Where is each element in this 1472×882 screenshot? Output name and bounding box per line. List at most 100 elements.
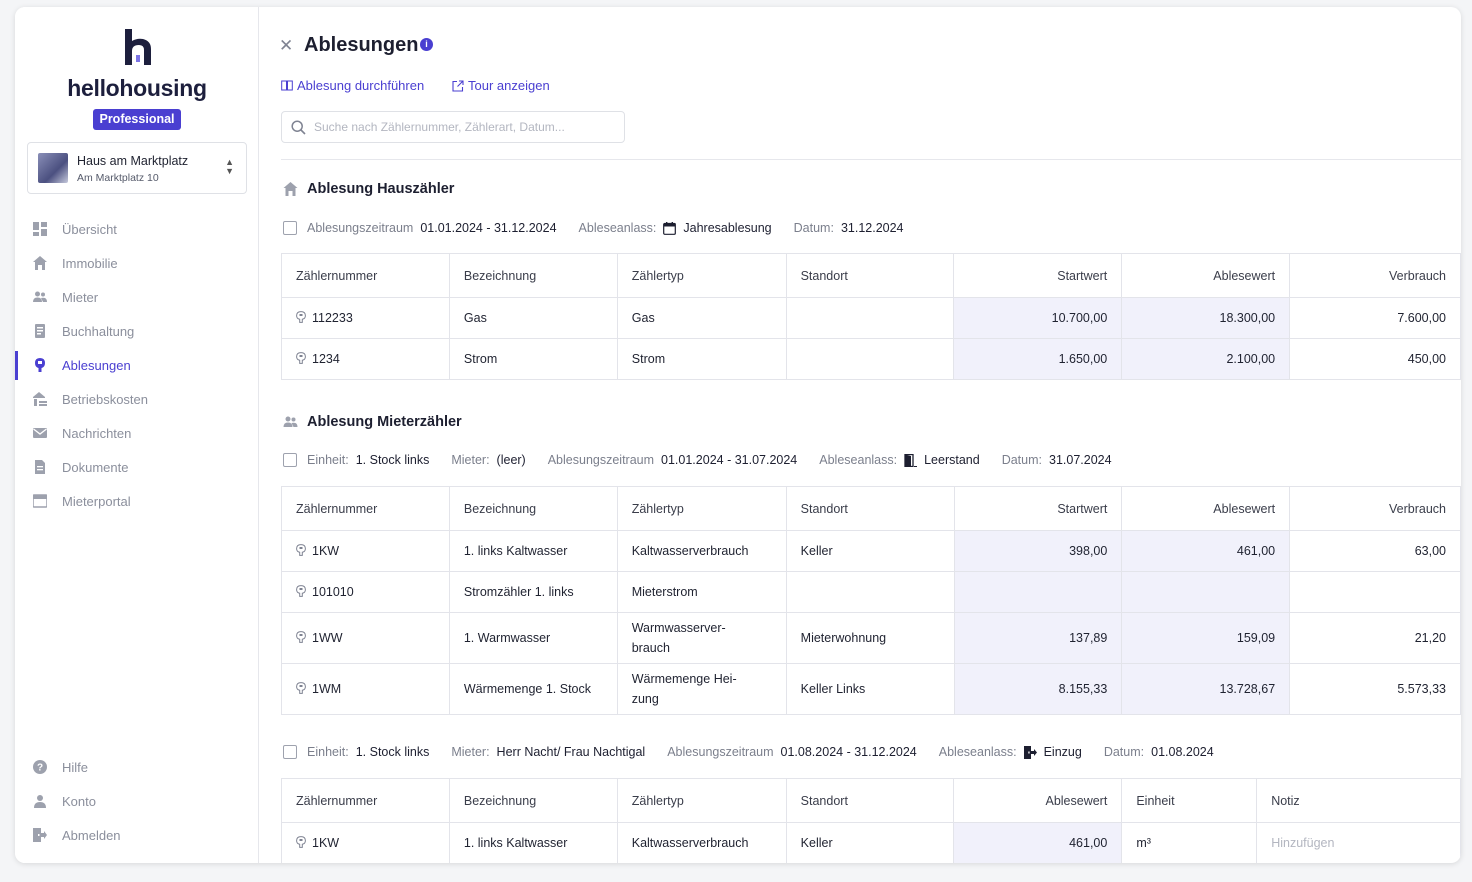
calendar-icon <box>663 221 677 235</box>
svg-text:?: ? <box>37 763 43 774</box>
reading-value-cell[interactable]: 18.300,00 <box>1121 297 1291 339</box>
sidebar-item-accounting[interactable]: Buchhaltung <box>15 314 258 348</box>
column-header[interactable]: Einheit <box>1121 778 1258 823</box>
search-input[interactable] <box>314 116 614 138</box>
column-header[interactable]: Bezeichnung <box>448 778 618 823</box>
sidebar-item-tenants[interactable]: Mieter <box>15 280 258 314</box>
sidebar-item-logout[interactable]: Abmelden <box>15 818 258 852</box>
reason-label: Ableseanlass: <box>819 453 898 467</box>
column-header[interactable]: Zählertyp <box>616 486 787 531</box>
sidebar-item-messages[interactable]: Nachrichten <box>15 416 258 450</box>
location-cell: Mieterwohnung <box>785 612 955 664</box>
meter-pin-icon <box>296 544 306 556</box>
table-row[interactable]: 1234 Strom Strom 1.650,00 2.100,00 450,0… <box>281 338 1461 380</box>
type-cell: Wärmemenge Hei-zung <box>616 663 787 715</box>
column-header[interactable]: Bezeichnung <box>448 486 618 531</box>
account-icon <box>33 794 47 808</box>
tenant-meters-table: Zählernummer Bezeichnung Zählertyp Stand… <box>281 486 1461 715</box>
table-row[interactable]: 1WM Wärmemenge 1. Stock Wärmemenge Hei-z… <box>281 663 1461 715</box>
column-header[interactable]: Standort <box>785 486 955 531</box>
sidebar-item-documents[interactable]: Dokumente <box>15 450 258 484</box>
unit-label: Einheit: <box>307 745 349 759</box>
start-value-cell[interactable]: 8.155,33 <box>953 663 1123 715</box>
sidebar-item-label: Betriebskosten <box>62 391 148 407</box>
reading-value-cell[interactable] <box>1121 571 1291 613</box>
column-header[interactable]: Startwert <box>953 253 1123 298</box>
sidebar-item-operating-costs[interactable]: Betriebskosten <box>15 382 258 416</box>
table-row[interactable]: 112233 Gas Gas 10.700,00 18.300,00 7.600… <box>281 297 1461 339</box>
close-icon[interactable]: ✕ <box>279 36 294 55</box>
property-thumbnail <box>38 153 68 183</box>
meter-pin-icon <box>296 311 306 323</box>
label-cell: 1. Warmwasser <box>448 612 618 664</box>
column-header[interactable]: Zählertyp <box>616 778 787 823</box>
column-header[interactable]: Zählernummer <box>281 778 450 823</box>
column-header[interactable]: Zählertyp <box>616 253 787 298</box>
tenant2-select-checkbox[interactable] <box>283 745 297 759</box>
search-icon <box>291 120 306 135</box>
period-label: Ablesungszeitraum <box>547 453 655 467</box>
column-header[interactable]: Zählernummer <box>281 253 450 298</box>
location-cell: Keller Links <box>785 663 955 715</box>
start-value-cell[interactable]: 1.650,00 <box>953 338 1123 380</box>
column-header[interactable]: Ablesewert <box>1121 486 1291 531</box>
sidebar-item-help[interactable]: ? Hilfe <box>15 750 258 784</box>
table-row[interactable]: 101010 Stromzähler 1. links Mieterstrom <box>281 571 1461 613</box>
usage-cell: 450,00 <box>1289 338 1461 380</box>
column-header[interactable]: Standort <box>785 253 955 298</box>
start-value-cell[interactable]: 10.700,00 <box>953 297 1123 339</box>
sidebar-item-label: Dokumente <box>62 459 129 475</box>
reading-value-cell[interactable]: 159,09 <box>1121 612 1291 664</box>
chevron-updown-icon: ▲ ▼ <box>225 157 234 176</box>
type-cell: Gas <box>616 297 787 339</box>
sidebar-item-tenant-portal[interactable]: Mieterportal <box>15 484 258 518</box>
table-header-row: Zählernummer Bezeichnung Zählertyp Stand… <box>281 253 1461 298</box>
table-row[interactable]: 1WW 1. Warmwasser Warmwasserver-brauch M… <box>281 612 1461 664</box>
column-header[interactable]: Ablesewert <box>1121 253 1291 298</box>
label-cell: Gas <box>448 297 618 339</box>
sidebar-item-account[interactable]: Konto <box>15 784 258 818</box>
column-header[interactable]: Verbrauch <box>1289 486 1461 531</box>
perform-reading-label: Ablesung durchführen <box>297 78 425 93</box>
sidebar-item-overview[interactable]: Übersicht <box>15 212 258 246</box>
start-value-cell[interactable]: 398,00 <box>953 530 1123 572</box>
meter-number-cell: 1KW <box>281 822 450 863</box>
dashboard-icon <box>33 222 47 236</box>
table-row[interactable]: 1KW 1. links Kaltwasser Kaltwasserverbra… <box>281 530 1461 572</box>
meter-number-cell: 112233 <box>281 297 450 339</box>
start-value-cell[interactable] <box>953 571 1123 613</box>
house-select-checkbox[interactable] <box>283 221 297 235</box>
start-value-cell[interactable]: 137,89 <box>953 612 1123 664</box>
sidebar-item-property[interactable]: Immobilie <box>15 246 258 280</box>
reading-value-cell[interactable]: 461,00 <box>1121 530 1291 572</box>
column-header[interactable]: Verbrauch <box>1289 253 1461 298</box>
column-header[interactable]: Notiz <box>1256 778 1461 823</box>
mail-icon <box>33 426 47 440</box>
info-icon[interactable]: i <box>420 38 433 51</box>
column-header[interactable]: Zählernummer <box>281 486 450 531</box>
main-content: ✕ Ablesungen i Ablesung durchführen Tour… <box>259 7 1461 863</box>
reading-value-cell[interactable]: 13.728,67 <box>1121 663 1291 715</box>
type-cell: Kaltwasserverbrauch <box>616 530 787 572</box>
reading-value-cell[interactable]: 2.100,00 <box>1121 338 1291 380</box>
column-header[interactable]: Bezeichnung <box>448 253 618 298</box>
perform-reading-button[interactable]: Ablesung durchführen <box>281 78 424 93</box>
column-header[interactable]: Standort <box>785 778 955 823</box>
reason-label: Ableseanlass: <box>938 745 1017 759</box>
sidebar-item-label: Übersicht <box>62 221 117 237</box>
property-selector[interactable]: Haus am Marktplatz Am Marktplatz 10 ▲ ▼ <box>27 142 247 194</box>
sidebar-item-readings[interactable]: Ablesungen <box>15 348 258 382</box>
column-header[interactable]: Ablesewert <box>953 778 1123 823</box>
reason-value: Einzug <box>1043 745 1082 759</box>
note-add-field[interactable]: Hinzufügen <box>1256 822 1461 863</box>
meter-number: 112233 <box>312 311 353 325</box>
help-icon: ? <box>33 760 47 774</box>
reading-value-cell[interactable]: 461,00 <box>953 822 1123 863</box>
location-cell: Keller <box>785 530 955 572</box>
period-value: 01.08.2024 - 31.12.2024 <box>780 745 917 759</box>
tenant-select-checkbox[interactable] <box>283 453 297 467</box>
show-tour-button[interactable]: Tour anzeigen <box>452 78 550 93</box>
book-icon <box>281 80 293 91</box>
table-row[interactable]: 1KW 1. links Kaltwasser Kaltwasserverbra… <box>281 822 1461 863</box>
column-header[interactable]: Startwert <box>953 486 1123 531</box>
